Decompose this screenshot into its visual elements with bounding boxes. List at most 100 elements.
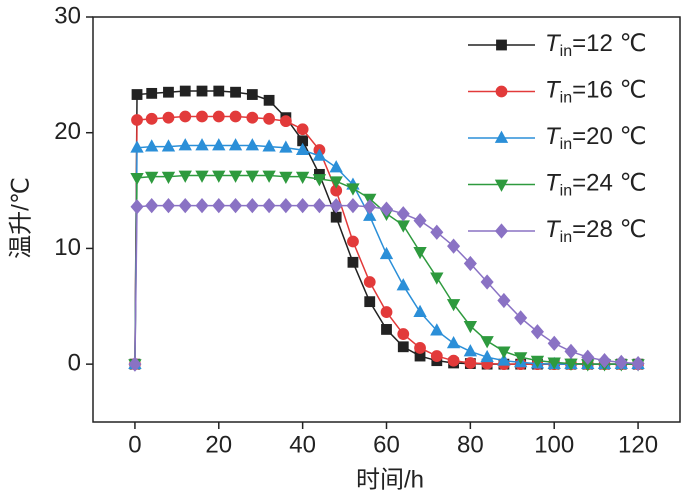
marker	[397, 328, 410, 340]
marker	[262, 170, 276, 183]
marker	[447, 354, 460, 367]
marker	[363, 276, 376, 288]
marker	[413, 304, 427, 317]
marker	[196, 85, 208, 97]
marker	[178, 138, 192, 151]
marker	[212, 197, 226, 214]
marker	[161, 171, 176, 185]
marker	[179, 110, 192, 123]
marker	[246, 111, 259, 124]
marker	[463, 255, 477, 272]
marker	[446, 299, 461, 312]
marker	[363, 199, 377, 215]
marker	[346, 183, 360, 196]
marker	[263, 112, 276, 125]
marker	[497, 353, 511, 366]
y-tick-label: 10	[54, 234, 81, 261]
marker	[195, 138, 209, 151]
marker	[497, 346, 511, 359]
marker	[279, 197, 293, 214]
marker	[414, 342, 426, 354]
marker	[396, 220, 410, 233]
marker	[598, 353, 612, 369]
marker	[329, 176, 343, 189]
marker	[530, 324, 544, 340]
marker	[397, 341, 409, 353]
marker	[446, 335, 461, 349]
x-axis-label: 时间/h	[356, 466, 424, 493]
marker	[430, 350, 443, 362]
marker	[263, 94, 275, 106]
marker	[396, 206, 410, 222]
marker	[329, 160, 343, 173]
marker	[430, 224, 444, 240]
marker	[228, 170, 243, 183]
marker	[347, 235, 359, 248]
marker	[494, 223, 509, 239]
marker	[329, 197, 343, 214]
y-tick-label: 0	[68, 349, 81, 376]
marker	[614, 354, 628, 371]
marker	[212, 110, 225, 123]
x-tick-label: 80	[457, 431, 484, 458]
marker	[296, 197, 310, 214]
marker	[178, 197, 192, 214]
marker	[480, 336, 494, 349]
marker	[145, 112, 158, 125]
marker	[364, 296, 376, 308]
marker	[212, 138, 226, 151]
marker	[413, 213, 427, 229]
marker	[279, 140, 293, 153]
marker	[178, 170, 192, 183]
x-tick-label: 0	[128, 431, 141, 458]
marker	[480, 274, 494, 290]
marker	[363, 208, 377, 221]
marker	[464, 357, 477, 369]
marker	[128, 356, 142, 372]
marker	[547, 357, 561, 370]
marker	[145, 171, 159, 185]
marker	[330, 211, 342, 223]
marker	[480, 349, 494, 363]
marker	[312, 197, 326, 214]
x-tick-label: 20	[205, 431, 232, 458]
marker	[295, 142, 310, 155]
marker	[130, 199, 144, 215]
marker	[312, 174, 327, 187]
marker	[381, 324, 392, 335]
marker	[497, 292, 511, 309]
marker	[163, 86, 174, 98]
marker	[494, 179, 509, 192]
marker	[494, 130, 509, 143]
marker	[130, 140, 144, 153]
marker	[228, 138, 243, 151]
marker	[296, 123, 309, 136]
marker	[245, 197, 259, 214]
marker	[230, 86, 241, 98]
y-tick-label: 20	[54, 118, 81, 145]
marker	[179, 85, 191, 97]
marker	[379, 201, 394, 217]
marker	[463, 321, 478, 334]
marker	[131, 114, 143, 126]
marker	[530, 355, 545, 369]
marker	[347, 256, 359, 268]
x-tick-label: 100	[534, 431, 574, 458]
marker	[161, 197, 175, 214]
y-axis-label: 温升/℃	[7, 177, 34, 259]
marker	[496, 39, 507, 51]
marker	[262, 139, 276, 152]
legend-label: Tin=28 ℃	[545, 216, 646, 246]
x-tick-label: 40	[289, 431, 316, 458]
series-line	[134, 90, 639, 365]
marker	[513, 352, 528, 365]
marker	[495, 85, 508, 98]
marker	[396, 278, 410, 291]
marker	[131, 89, 143, 100]
marker	[146, 87, 158, 99]
marker	[145, 197, 159, 214]
marker	[380, 306, 393, 318]
x-tick-label: 60	[373, 431, 400, 458]
marker	[161, 139, 176, 152]
